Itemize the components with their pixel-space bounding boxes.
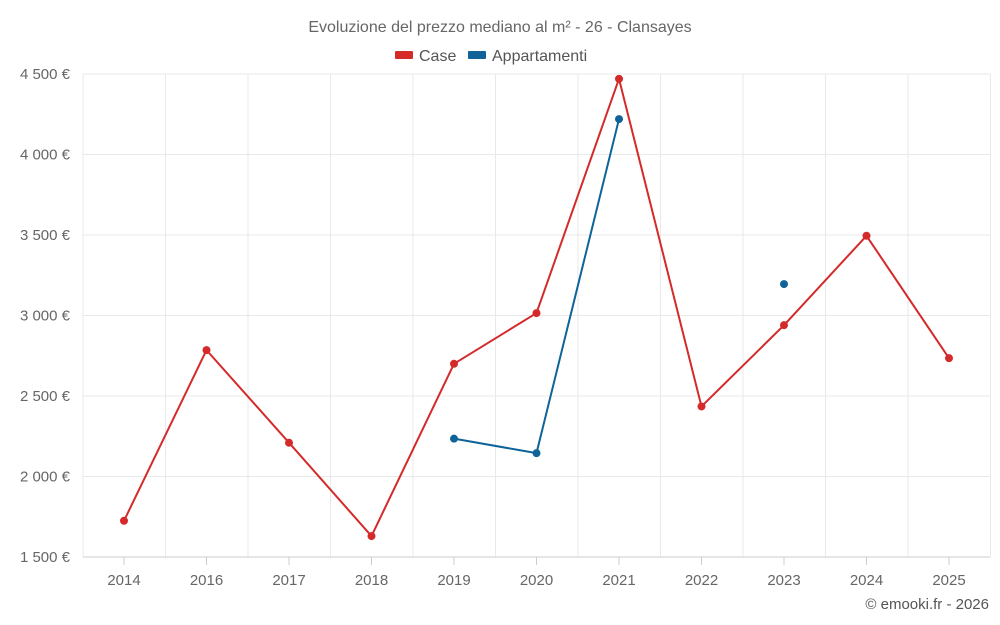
x-tick-label: 2021 <box>602 572 635 589</box>
x-tick-label: 2017 <box>272 572 305 589</box>
grid <box>82 73 991 557</box>
data-point-case-2014[interactable] <box>120 516 128 525</box>
data-point-case-2023[interactable] <box>780 321 788 330</box>
data-point-case-2016[interactable] <box>202 346 211 355</box>
series-line-appartamenti <box>454 119 784 453</box>
data-point-case-2018[interactable] <box>367 532 376 541</box>
x-tick-label: 2020 <box>520 572 553 589</box>
legend-swatch-case <box>395 51 413 59</box>
x-tick-label: 2018 <box>355 572 388 589</box>
data-point-case-2019[interactable] <box>450 359 458 368</box>
x-tick-label: 2023 <box>767 572 800 589</box>
legend-swatch-appartamenti <box>468 51 486 59</box>
data-point-appartamenti-2021[interactable] <box>615 115 623 124</box>
data-point-case-2020[interactable] <box>532 309 541 318</box>
data-point-case-2022[interactable] <box>697 402 706 411</box>
data-point-case-2021[interactable] <box>615 74 623 83</box>
legend-label-appartamenti: Appartamenti <box>492 48 587 65</box>
y-tick-label: 3 000 € <box>20 308 71 325</box>
y-tick-label: 2 000 € <box>20 469 71 486</box>
x-tick-label: 2019 <box>437 572 470 589</box>
data-point-appartamenti-2023[interactable] <box>780 280 788 289</box>
data-point-case-2024[interactable] <box>862 231 871 240</box>
x-tick-label: 2024 <box>850 572 883 589</box>
series-appartamenti <box>450 115 788 458</box>
x-tick-label: 2025 <box>932 572 965 589</box>
x-tick-label: 2016 <box>190 572 223 589</box>
series-case <box>120 74 953 541</box>
data-point-appartamenti-2019[interactable] <box>450 434 458 443</box>
y-axis: 1 500 € 2 000 € 2 500 € 3 000 € 3 500 € 4 000… <box>20 66 71 566</box>
data-point-appartamenti-2020[interactable] <box>532 449 541 458</box>
x-tick-label: 2022 <box>685 572 718 589</box>
data-point-case-2025[interactable] <box>945 354 953 363</box>
data-point-case-2017[interactable] <box>285 438 293 447</box>
y-tick-label: 4 500 € <box>20 66 71 83</box>
credit-text: © emooki.fr - 2026 <box>865 596 989 613</box>
chart-title: Evoluzione del prezzo mediano al m² - 26… <box>308 19 691 36</box>
series <box>120 74 953 541</box>
y-tick-label: 3 500 € <box>20 227 71 244</box>
legend-label-case: Case <box>419 48 456 65</box>
legend-item-appartamenti[interactable]: Appartamenti <box>468 48 587 65</box>
y-tick-label: 2 500 € <box>20 388 71 405</box>
legend-item-case[interactable]: Case <box>395 48 456 65</box>
y-tick-label: 4 000 € <box>20 147 71 164</box>
legend[interactable]: Case Appartamenti <box>395 48 587 65</box>
x-axis: 2014 2016 2017 2018 2019 2020 2021 2022 2023 2024… <box>83 556 990 589</box>
y-tick-label: 1 500 € <box>20 549 71 566</box>
x-tick-label: 2014 <box>107 572 140 589</box>
